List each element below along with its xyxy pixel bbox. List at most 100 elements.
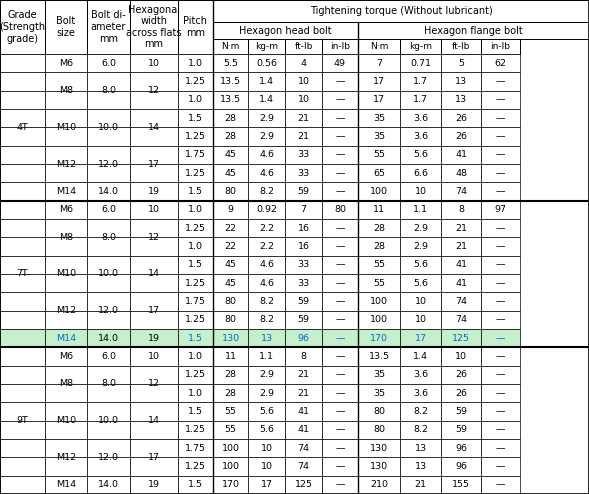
Bar xyxy=(322,146,358,164)
Bar xyxy=(481,127,520,146)
Text: 17: 17 xyxy=(148,160,160,168)
Bar xyxy=(285,439,322,457)
Bar xyxy=(213,274,248,292)
Text: —: — xyxy=(496,352,505,361)
Text: —: — xyxy=(496,297,505,306)
Bar xyxy=(441,274,481,292)
Bar xyxy=(441,146,481,164)
Bar xyxy=(178,219,213,237)
Bar xyxy=(481,402,520,421)
Text: 1.7: 1.7 xyxy=(413,95,428,104)
Text: 28: 28 xyxy=(224,370,237,379)
Text: 41: 41 xyxy=(297,425,309,434)
Text: —: — xyxy=(335,260,345,269)
Bar xyxy=(285,237,322,256)
Bar xyxy=(481,366,520,384)
Text: 14: 14 xyxy=(148,416,160,425)
Bar xyxy=(322,274,358,292)
Bar xyxy=(441,182,481,201)
Bar xyxy=(130,457,178,476)
Bar xyxy=(87,72,130,91)
Text: 5.6: 5.6 xyxy=(259,425,274,434)
Bar xyxy=(248,109,285,127)
Bar xyxy=(178,366,213,384)
Bar xyxy=(213,72,248,91)
Text: 1.0: 1.0 xyxy=(188,389,203,398)
Bar xyxy=(213,127,248,146)
Bar xyxy=(441,39,481,54)
Bar xyxy=(178,91,213,109)
Bar xyxy=(87,439,130,457)
Text: 35: 35 xyxy=(373,370,385,379)
Bar xyxy=(358,164,400,182)
Bar xyxy=(285,457,322,476)
Text: 55: 55 xyxy=(373,279,385,288)
Bar xyxy=(400,127,441,146)
Bar xyxy=(400,54,441,72)
Text: 45: 45 xyxy=(224,260,237,269)
Bar xyxy=(481,219,520,237)
Bar xyxy=(0,54,45,72)
Text: 17: 17 xyxy=(148,306,160,315)
Bar xyxy=(87,127,130,146)
Text: —: — xyxy=(496,77,505,86)
Text: —: — xyxy=(496,95,505,104)
Bar xyxy=(87,476,130,494)
Bar xyxy=(130,421,178,439)
Bar xyxy=(441,54,481,72)
Text: 13: 13 xyxy=(415,444,426,453)
Bar xyxy=(358,54,400,72)
Bar xyxy=(178,457,213,476)
Text: M8: M8 xyxy=(59,233,73,242)
Bar xyxy=(213,347,248,366)
Bar xyxy=(400,201,441,219)
Text: 26: 26 xyxy=(455,114,467,123)
Bar xyxy=(441,347,481,366)
Text: 12.0: 12.0 xyxy=(98,306,119,315)
Text: 26: 26 xyxy=(455,132,467,141)
Bar xyxy=(441,366,481,384)
Text: 14: 14 xyxy=(148,270,160,279)
Text: —: — xyxy=(335,407,345,416)
Bar xyxy=(178,164,213,182)
Text: —: — xyxy=(335,297,345,306)
Bar xyxy=(0,72,45,91)
Text: 96: 96 xyxy=(297,333,309,343)
Text: 1.0: 1.0 xyxy=(188,352,203,361)
Bar xyxy=(322,109,358,127)
Text: 7: 7 xyxy=(376,59,382,68)
Bar xyxy=(130,439,178,457)
Bar xyxy=(248,146,285,164)
Text: 41: 41 xyxy=(455,150,467,160)
Text: 8: 8 xyxy=(300,352,306,361)
Text: 96: 96 xyxy=(455,444,467,453)
Bar xyxy=(87,311,130,329)
Text: 16: 16 xyxy=(297,242,309,251)
Text: —: — xyxy=(335,132,345,141)
Bar xyxy=(213,366,248,384)
Bar xyxy=(441,402,481,421)
Bar xyxy=(285,274,322,292)
Bar xyxy=(322,237,358,256)
Text: 8.0: 8.0 xyxy=(101,233,116,242)
Bar xyxy=(45,72,87,91)
Bar xyxy=(130,72,178,91)
Bar xyxy=(45,311,87,329)
Bar xyxy=(178,201,213,219)
Bar xyxy=(248,91,285,109)
Bar xyxy=(285,311,322,329)
Bar xyxy=(0,366,45,384)
Text: N·m: N·m xyxy=(221,42,240,51)
Bar xyxy=(87,457,130,476)
Bar xyxy=(213,22,358,39)
Bar xyxy=(481,54,520,72)
Bar xyxy=(213,457,248,476)
Bar xyxy=(213,109,248,127)
Text: 74: 74 xyxy=(297,444,309,453)
Bar xyxy=(0,274,45,292)
Text: —: — xyxy=(496,187,505,196)
Text: 33: 33 xyxy=(297,168,310,178)
Bar xyxy=(285,182,322,201)
Bar xyxy=(481,457,520,476)
Bar xyxy=(441,439,481,457)
